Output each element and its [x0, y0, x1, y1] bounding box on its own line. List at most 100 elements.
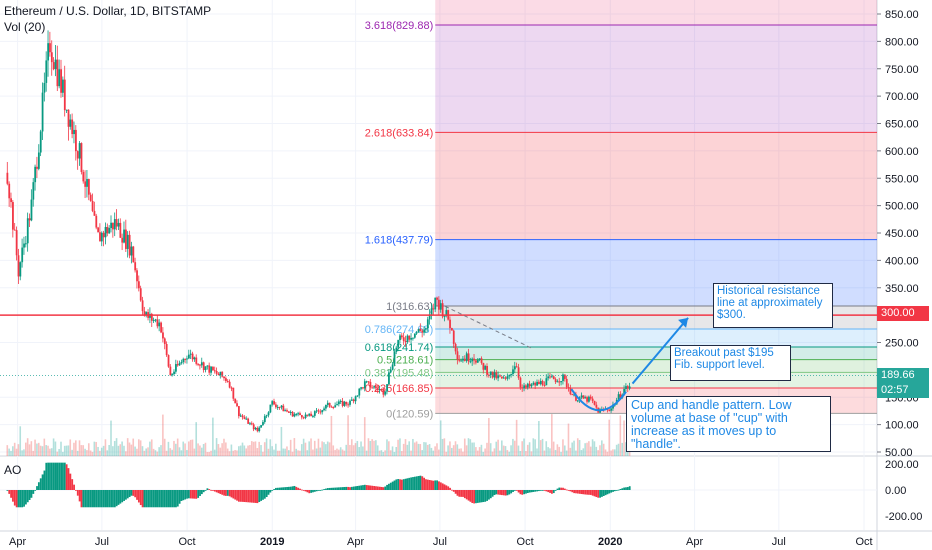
ao-bar [250, 490, 253, 503]
ao-bar [339, 487, 342, 490]
candle-body [547, 376, 550, 379]
ao-bar [426, 479, 429, 490]
volume-bar [295, 448, 298, 456]
ao-bar [423, 477, 426, 490]
volume-bar [180, 450, 183, 456]
candle-body [19, 262, 22, 277]
fib-level-label: 2.618(633.84) [365, 127, 434, 139]
ao-bar [128, 490, 131, 498]
candle-body [171, 374, 174, 376]
candle-body [12, 202, 14, 230]
volume-bar [212, 417, 214, 456]
candle-body [443, 315, 446, 317]
note-breakout[interactable]: Breakout past $195 Fib. support level. [670, 345, 791, 381]
ao-bar [476, 490, 479, 503]
volume-bar [604, 449, 607, 456]
candle-body [334, 405, 337, 408]
note-cup-handle[interactable]: Cup and handle pattern. Low volume at ba… [626, 396, 831, 452]
candle-body [330, 406, 333, 408]
volume-bar [443, 438, 446, 456]
candle-body [565, 378, 568, 388]
ao-bar [245, 490, 248, 503]
volume-bar [432, 450, 435, 456]
fib-band-top [435, 0, 877, 26]
candle-body [436, 297, 438, 300]
ao-bar [432, 480, 435, 490]
ao-bar [554, 490, 557, 491]
volume-bar [310, 438, 312, 456]
ao-bar [86, 490, 88, 508]
ao-bar [238, 490, 240, 502]
volume-bar [149, 441, 151, 456]
ao-bar [113, 490, 116, 508]
candle-body [108, 228, 111, 234]
volume-bar [132, 438, 135, 456]
volume-bar [37, 442, 40, 456]
volume-bar [597, 450, 599, 456]
ao-bar [160, 490, 163, 508]
candle-body [530, 384, 533, 387]
volume-bar [26, 438, 29, 456]
candle-body [321, 410, 324, 413]
candle-body [619, 394, 622, 398]
ao-bar [575, 490, 577, 494]
candle-body [145, 312, 148, 316]
ao-bar [465, 490, 468, 500]
ao-bar [365, 485, 368, 490]
candle-body [180, 362, 183, 364]
ao-bar [87, 490, 90, 508]
candle-body [134, 262, 137, 271]
ao-bar [399, 479, 401, 490]
ao-bar [23, 490, 25, 507]
note-resistance[interactable]: Historical resistance line at approximat… [713, 283, 833, 328]
ao-bar [321, 489, 324, 491]
volume-bar [110, 420, 112, 456]
candle-body [380, 389, 383, 391]
ao-bar [312, 490, 314, 493]
candle-body [267, 412, 270, 416]
candle-body [397, 340, 400, 348]
volume-bar [580, 449, 583, 456]
volume-bar [376, 445, 379, 456]
candle-body [484, 366, 487, 370]
volume-bar [275, 443, 277, 456]
volume-bar [260, 445, 262, 456]
candle-body [526, 383, 529, 388]
candle-body [10, 198, 12, 203]
candle-body [236, 403, 238, 407]
ao-bar [604, 490, 607, 496]
ao-bar [67, 468, 70, 490]
ao-bar [558, 487, 561, 490]
ao-bar [180, 490, 183, 501]
candle-body [515, 366, 518, 368]
ao-bar [347, 486, 350, 490]
ao-bar [328, 487, 331, 490]
volume-bar [571, 442, 573, 456]
ao-bar [601, 490, 603, 497]
y-tick-label: 400.00 [885, 255, 919, 267]
candle-body [187, 354, 190, 359]
ao-bar [112, 490, 114, 508]
ao-bar [519, 490, 522, 495]
ao-bar [445, 485, 448, 490]
ao-bar [262, 490, 264, 500]
volume-bar [612, 449, 614, 456]
volume-bar [193, 448, 196, 456]
ao-bar [63, 462, 66, 490]
candle-body [510, 373, 513, 376]
candle-body [562, 374, 564, 382]
ao-bar [484, 490, 487, 502]
ao-bar [202, 490, 205, 493]
ao-bar [608, 490, 611, 494]
candle-body [525, 385, 527, 388]
ao-bar [54, 462, 57, 490]
candle-body [404, 341, 407, 343]
volume-bar [56, 451, 59, 456]
ao-bar [547, 490, 550, 493]
ao-bar [578, 490, 581, 494]
ao-bar [217, 490, 220, 494]
ao-bar [532, 490, 535, 492]
ao-bar [619, 488, 622, 490]
